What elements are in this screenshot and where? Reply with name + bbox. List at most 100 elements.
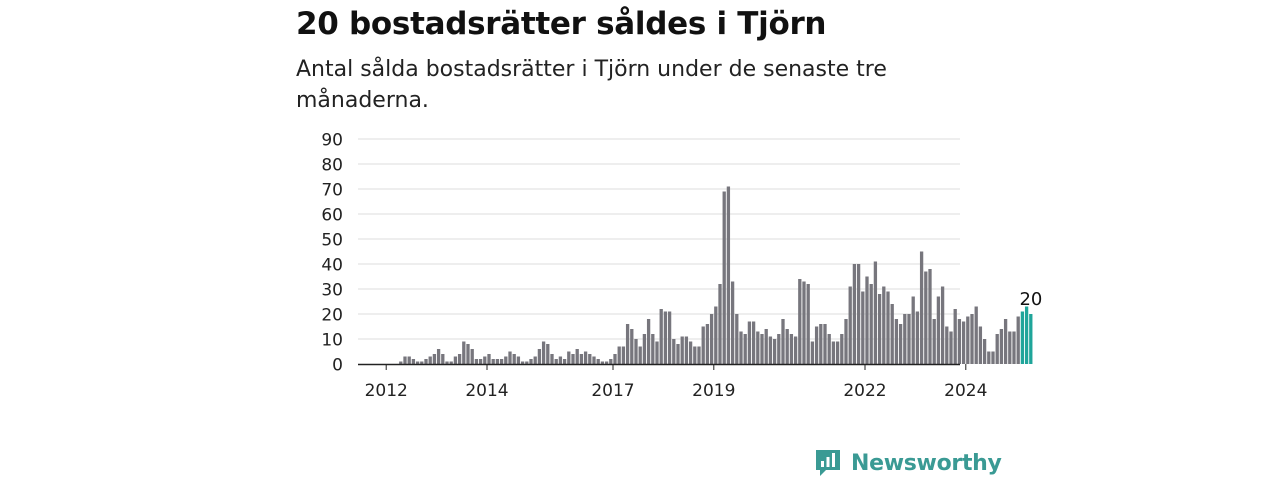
bar: [588, 354, 592, 364]
bar: [798, 279, 802, 364]
bar: [684, 336, 689, 364]
x-axis-ticks: 2012 2014 2017 2019 2022 2024: [365, 364, 987, 401]
bar: [1008, 331, 1012, 364]
bar: [680, 336, 684, 364]
bar: [520, 361, 525, 364]
x-tick-label: 2012: [365, 381, 408, 401]
y-tick-label: 70: [321, 181, 343, 201]
bar: [903, 314, 907, 364]
bar: [592, 356, 596, 364]
bar: [768, 336, 773, 364]
bar: [399, 361, 403, 364]
bar: [785, 329, 789, 364]
bar: [945, 326, 949, 364]
bar: [722, 191, 726, 364]
bar: [634, 339, 638, 364]
bar: [957, 319, 962, 364]
bar: [739, 331, 743, 364]
bar: [546, 344, 550, 364]
bar: [638, 346, 642, 364]
bar: [562, 359, 567, 364]
bar: [1016, 316, 1020, 364]
bar: [411, 359, 416, 364]
bar: [705, 324, 710, 364]
bar: [940, 286, 945, 364]
bar: [898, 324, 903, 364]
chart-subtitle: Antal sålda bostadsrätter i Tjörn under …: [296, 57, 887, 113]
bar: [995, 334, 999, 364]
bar: [793, 336, 798, 364]
bar: [907, 314, 911, 364]
bar: [436, 349, 441, 364]
bar: [970, 314, 974, 364]
bar: [529, 359, 533, 364]
bar: [1020, 311, 1025, 364]
bar: [449, 361, 453, 364]
bar: [474, 359, 479, 364]
bar: [583, 351, 588, 364]
bar: [932, 319, 936, 364]
bar: [453, 356, 458, 364]
bar: [441, 354, 445, 364]
bar: [919, 251, 924, 364]
bar: [495, 359, 500, 364]
y-tick-label: 40: [321, 256, 343, 276]
bar: [554, 359, 558, 364]
bar: [478, 359, 483, 364]
bar: [525, 361, 529, 364]
bar: [625, 324, 630, 364]
bar: [701, 326, 705, 364]
bar: [827, 334, 831, 364]
bar: [856, 264, 861, 364]
y-tick-label: 90: [321, 131, 343, 151]
bar: [659, 309, 663, 364]
bar: [730, 281, 735, 364]
bar-chart: 0 10 20 30 40 50 60 70 80 90 2012 2014 2017 2019 2022…: [321, 131, 1042, 402]
bar: [483, 356, 487, 364]
bar: [537, 349, 542, 364]
bar: [672, 339, 676, 364]
bar: [974, 306, 978, 364]
bar-chart-speech-bubble-icon: [816, 450, 840, 476]
bar: [772, 339, 777, 364]
bar: [571, 354, 575, 364]
bar: [890, 304, 894, 364]
bar: [663, 311, 668, 364]
bar: [457, 354, 462, 364]
bar: [835, 341, 840, 364]
bar: [1024, 306, 1029, 364]
bar: [882, 286, 886, 364]
y-tick-label: 50: [321, 231, 343, 251]
y-tick-label: 30: [321, 281, 343, 301]
bar: [604, 361, 609, 364]
bar: [806, 284, 810, 364]
chart-title: 20 bostadsrätter såldes i Tjörn: [296, 6, 827, 42]
bar: [642, 334, 647, 364]
bar: [999, 329, 1004, 364]
bar: [894, 319, 899, 364]
bar: [924, 271, 928, 364]
bar: [991, 351, 995, 364]
bar: [718, 284, 722, 364]
bar: [617, 346, 621, 364]
bar: [567, 351, 571, 364]
bar: [714, 306, 718, 364]
bar: [487, 354, 491, 364]
bar: [621, 346, 626, 364]
bar: [844, 319, 848, 364]
last-value-label: 20: [1019, 289, 1042, 310]
bar: [978, 326, 983, 364]
bar: [415, 361, 420, 364]
bar: [777, 334, 781, 364]
y-tick-label: 0: [332, 356, 343, 376]
bar: [466, 344, 470, 364]
bar: [1029, 314, 1033, 364]
x-tick-label: 2024: [944, 381, 987, 401]
bar: [609, 359, 613, 364]
bar: [462, 341, 466, 364]
bar: [810, 341, 815, 364]
annotations: 20: [1019, 289, 1042, 310]
bar: [655, 341, 659, 364]
bar: [1003, 319, 1008, 364]
bar: [651, 334, 655, 364]
